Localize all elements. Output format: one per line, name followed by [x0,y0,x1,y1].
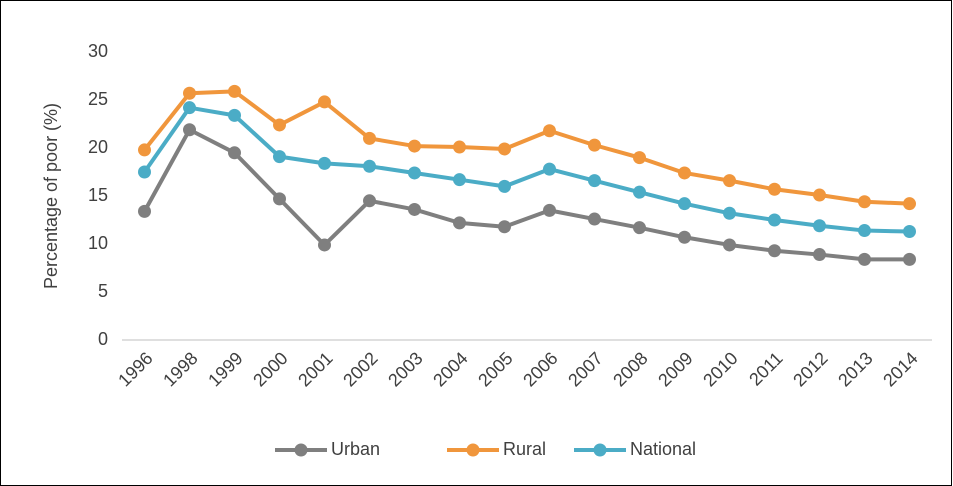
x-tick-label: 2007 [564,348,606,390]
data-point [228,84,241,98]
data-point [318,95,331,109]
y-tick-label: 10 [88,233,108,253]
data-point [678,166,691,180]
data-point [183,123,196,137]
data-point [273,150,286,164]
data-point [363,159,376,173]
y-tick-label: 5 [98,281,108,301]
data-point [228,146,241,160]
legend-marker [294,443,308,457]
x-tick-label: 2004 [429,348,471,390]
data-point [498,142,511,156]
data-point [588,174,601,188]
data-point [723,238,736,252]
data-point [408,166,421,180]
data-point [273,192,286,206]
data-point [678,230,691,244]
legend-label: National [630,439,696,459]
data-point [498,179,511,193]
legend-marker [593,443,607,457]
data-point [633,151,646,165]
data-point [678,197,691,211]
x-tick-label: 2006 [519,348,561,390]
data-point [453,140,466,154]
data-point [543,124,556,138]
y-tick-label: 0 [98,329,108,349]
x-tick-label: 2013 [834,348,876,390]
y-tick-label: 25 [88,89,108,109]
data-point [858,252,871,266]
data-point [138,204,151,218]
data-point [588,138,601,152]
data-point [903,225,916,239]
data-point [138,165,151,179]
data-point [498,220,511,234]
x-tick-label: 2010 [699,348,741,390]
x-tick-label: 2003 [384,348,426,390]
data-point [768,213,781,227]
x-tick-label: 2012 [789,348,831,390]
data-point [723,206,736,220]
data-point [723,174,736,188]
data-point [768,182,781,196]
series-line [142,105,910,234]
data-point [138,143,151,157]
x-tick-label: 2014 [879,348,921,390]
y-axis-label: Percentage of poor (%) [41,103,61,289]
legend-marker [466,443,480,457]
data-point [318,238,331,252]
x-tick-label: 1999 [204,348,246,390]
y-tick-label: 30 [88,41,108,61]
data-point [858,224,871,238]
data-point [273,118,286,132]
y-tick-label: 20 [88,137,108,157]
data-point [813,248,826,262]
data-point [228,108,241,122]
x-tick-label: 1996 [114,348,156,390]
data-point [363,194,376,208]
x-tick-label: 2005 [474,348,516,390]
data-point [363,131,376,145]
x-tick-label: 2011 [745,348,787,390]
data-point [543,203,556,217]
data-point [543,162,556,176]
data-point [633,185,646,199]
legend-label: Urban [331,439,380,459]
x-tick-label: 1998 [159,348,201,390]
data-point [813,219,826,233]
data-point [813,188,826,202]
series-line [142,89,910,206]
data-point [183,86,196,100]
data-point [318,156,331,170]
legend-label: Rural [503,439,546,459]
data-point [453,216,466,230]
data-point [768,244,781,258]
data-point [408,139,421,153]
y-tick-label: 15 [88,185,108,205]
data-point [408,202,421,216]
data-point [453,173,466,187]
data-point [633,221,646,235]
x-tick-label: 2009 [654,348,696,390]
data-point [858,195,871,209]
data-point [588,212,601,226]
series-line [142,127,910,262]
x-tick-label: 2001 [294,348,336,390]
data-point [183,101,196,115]
x-tick-label: 2000 [249,348,291,390]
data-point [903,252,916,266]
x-tick-label: 2008 [609,348,651,390]
data-point [903,197,916,211]
x-tick-label: 2002 [339,348,381,390]
